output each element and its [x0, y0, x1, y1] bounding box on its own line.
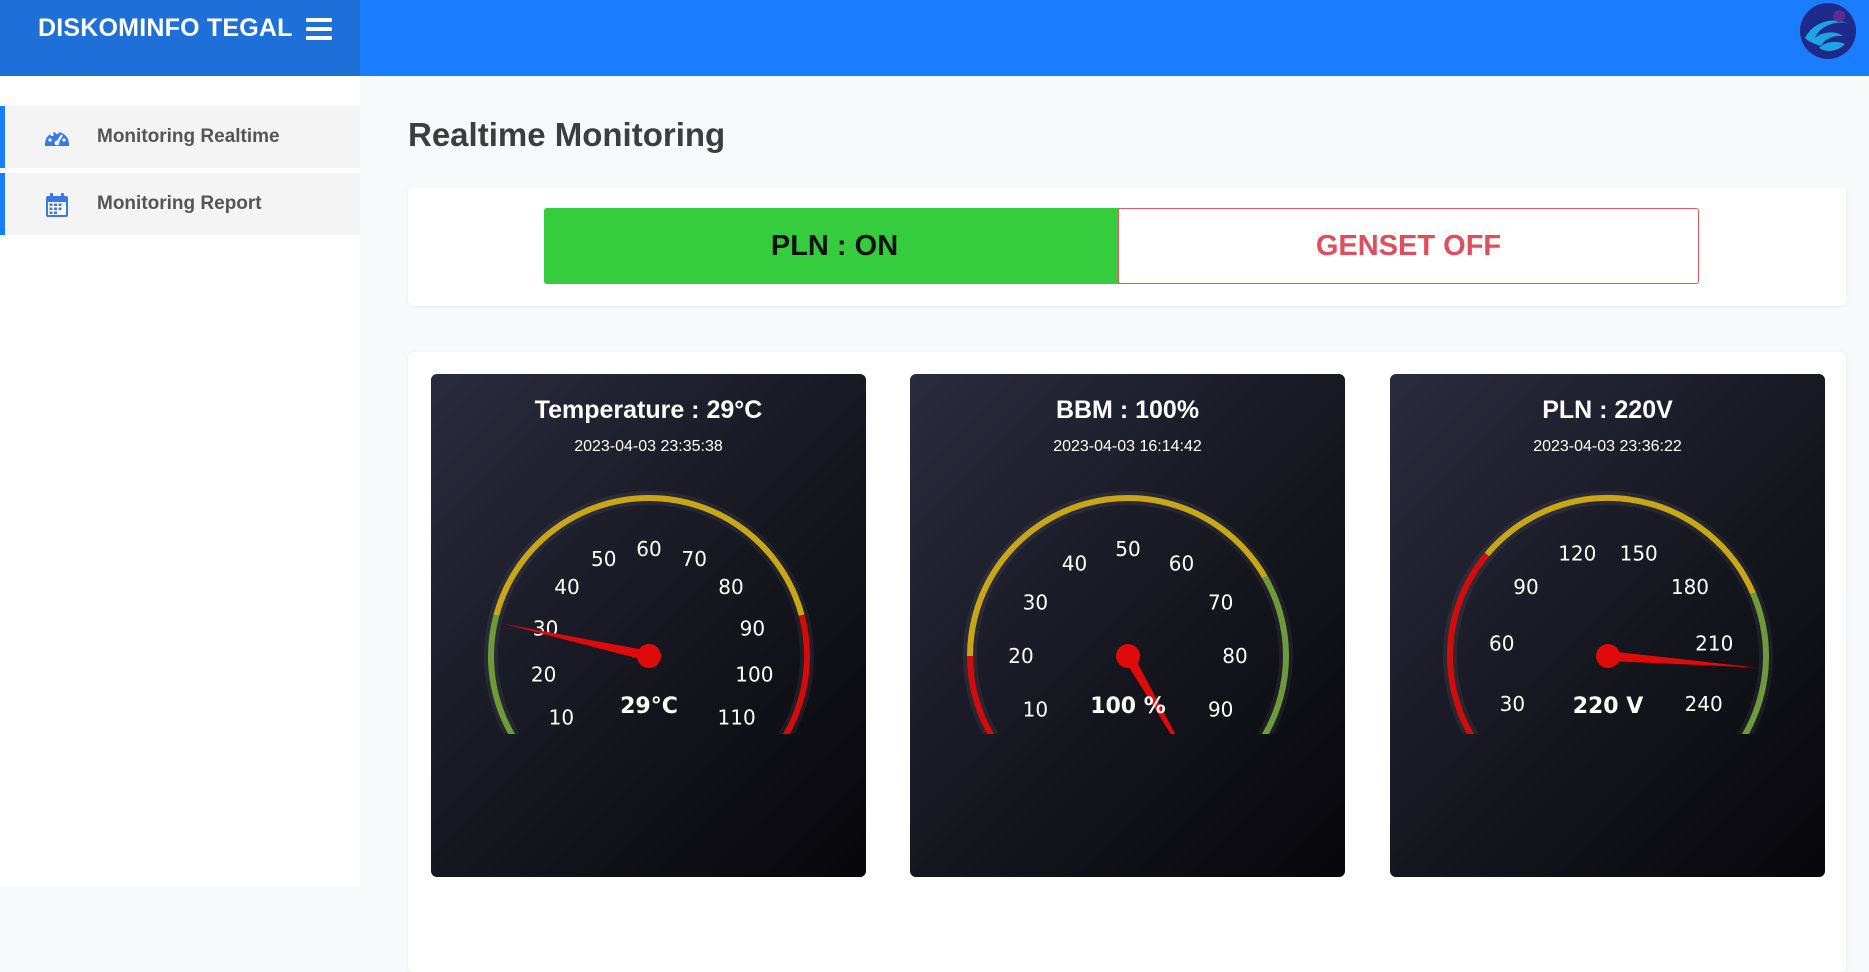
gauge-needle: [1123, 653, 1176, 734]
gauge-band-2: [1261, 575, 1289, 734]
kominfo-logo[interactable]: [1799, 2, 1857, 60]
gauge-needle-hub: [1116, 644, 1140, 668]
gauge-tick-label: 50: [591, 547, 616, 571]
calendar-icon: [46, 193, 68, 217]
gauge-tick-label: 50: [1115, 537, 1140, 561]
gauge-tick-label: 240: [1685, 692, 1723, 716]
main-content: Realtime Monitoring PLN : ON GENSET OFF …: [360, 76, 1869, 972]
gauge-band-0: [967, 655, 995, 734]
speedometer-icon: [45, 130, 69, 146]
sidebar-item-label: Monitoring Realtime: [97, 126, 280, 147]
genset-status-button[interactable]: GENSET OFF: [1118, 208, 1699, 284]
gauge-tick-label: 20: [531, 663, 556, 687]
brand-title: DISKOMINFO TEGAL: [38, 14, 293, 42]
temperature-gauge-card: Temperature : 29°C 2023-04-03 23:35:38 0…: [431, 374, 866, 877]
gauges-panel: Temperature : 29°C 2023-04-03 23:35:38 0…: [408, 352, 1846, 972]
sidebar-item-label: Monitoring Report: [97, 193, 262, 214]
gauge-timestamp: 2023-04-03 23:36:22: [1533, 438, 1682, 455]
temperature-gauge: 010203040506070809010011012029°C: [484, 491, 814, 734]
gauge-tick-label: 110: [718, 705, 756, 729]
gauge-title: BBM : 100%: [1055, 396, 1200, 424]
gauge-tick-label: 60: [1489, 632, 1514, 656]
gauge-tick-label: 10: [1023, 698, 1048, 722]
gauge-tick-label: 20: [1008, 644, 1033, 668]
gauge-tick-label: 30: [1500, 692, 1525, 716]
gauge-tick-label: 40: [1062, 551, 1087, 575]
hamburger-icon[interactable]: [306, 18, 332, 40]
gauge-tick-label: 80: [1222, 644, 1247, 668]
sidebar-item-monitoring-report[interactable]: Monitoring Report: [0, 173, 360, 235]
gauge-band-0: [488, 614, 516, 734]
sidebar: Monitoring Realtime Monitoring Report: [0, 76, 360, 886]
gauge-timestamp: 2023-04-03 23:35:38: [574, 438, 723, 455]
brand-bar: DISKOMINFO TEGAL: [0, 0, 360, 76]
gauge-tick-label: 60: [636, 537, 661, 561]
gauge-tick-label: 40: [554, 575, 579, 599]
gauge-band-0: [1447, 552, 1490, 734]
gauge-band-1: [493, 495, 805, 616]
gauge-timestamp: 2023-04-03 16:14:42: [1053, 438, 1202, 455]
gauge-band-2: [1741, 592, 1769, 734]
gauge-tick-label: 210: [1695, 632, 1733, 656]
gauge-title: Temperature : 29°C: [534, 396, 763, 424]
gauge-tick-label: 120: [1558, 541, 1596, 565]
gauge-tick-label: 30: [1023, 591, 1048, 615]
gauge-needle: [1607, 651, 1756, 668]
gauge-tick-label: 90: [1208, 698, 1233, 722]
gauge-tick-label: 100: [735, 663, 773, 687]
gauge-readout: 220 V: [1573, 694, 1644, 719]
gauge-tick-label: 80: [718, 575, 743, 599]
status-panel: PLN : ON GENSET OFF: [408, 187, 1846, 306]
gauge-tick-label: 70: [1208, 591, 1233, 615]
gauge-needle: [504, 623, 651, 661]
gauge-readout: 100 %: [1090, 694, 1166, 719]
gauge-band-1: [967, 495, 1268, 657]
bbm-gauge: 0102030405060708090100100 %: [963, 491, 1293, 734]
gauge-readout: 29°C: [620, 694, 678, 719]
gauge-tick-label: 10: [549, 705, 574, 729]
gauge-tick-label: 90: [1513, 575, 1538, 599]
gauge-title: PLN : 220V: [1542, 396, 1673, 424]
pln-gauge-card: PLN : 220V 2023-04-03 23:36:22 030609012…: [1390, 374, 1825, 877]
gauge-band-2: [782, 614, 810, 734]
gauge-tick-label: 180: [1671, 575, 1709, 599]
gauge-tick-label: 90: [740, 616, 765, 640]
bbm-gauge-card: BBM : 100% 2023-04-03 16:14:42 010203040…: [910, 374, 1345, 877]
page-title: Realtime Monitoring: [408, 116, 726, 153]
pln-status-button[interactable]: PLN : ON: [544, 208, 1125, 284]
gauge-needle-hub: [1596, 644, 1620, 668]
sidebar-item-monitoring-realtime[interactable]: Monitoring Realtime: [0, 106, 360, 168]
gauge-needle-hub: [637, 644, 661, 668]
pln-gauge: 0306090120150180210240270220 V: [1443, 491, 1773, 734]
gauge-tick-label: 150: [1620, 541, 1658, 565]
gauge-band-1: [1484, 495, 1756, 595]
gauge-tick-label: 60: [1169, 551, 1194, 575]
topbar: [360, 0, 1869, 76]
gauge-tick-label: 70: [681, 547, 706, 571]
